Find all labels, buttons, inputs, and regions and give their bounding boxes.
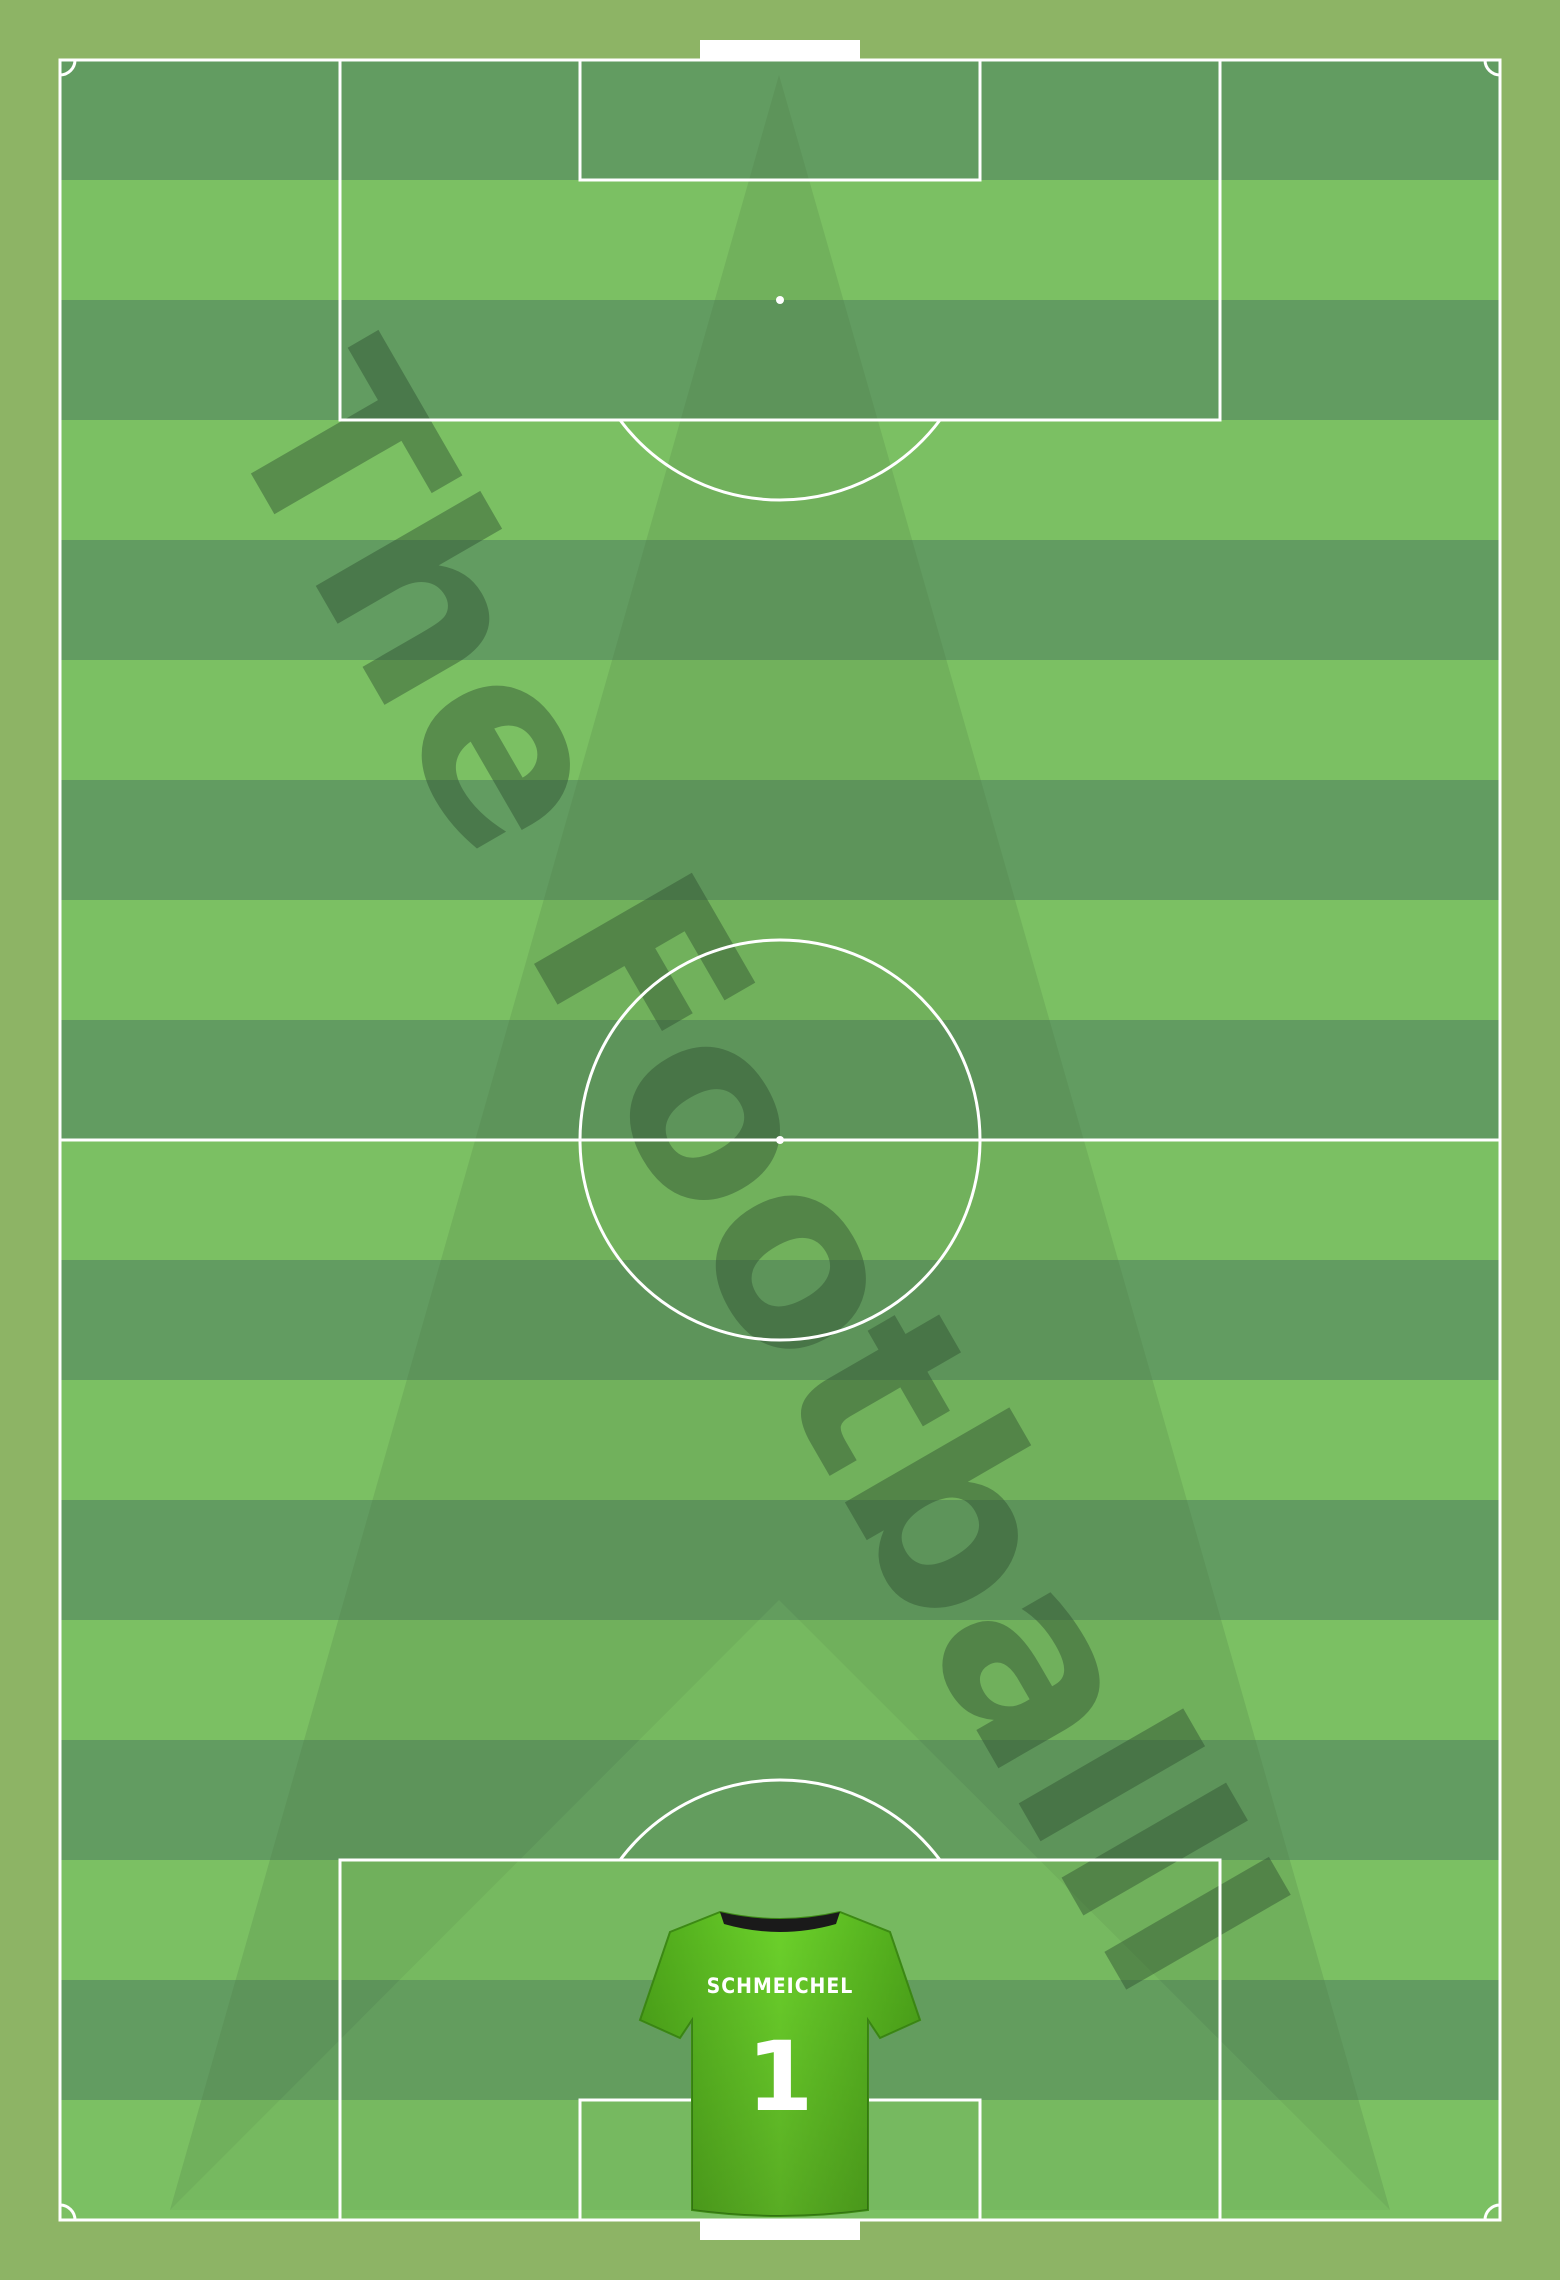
player-number: 1 [747, 2021, 814, 2133]
pitch-stripe [60, 780, 1500, 901]
pitch-stripe [60, 60, 1500, 181]
pitch-stripe [60, 1500, 1500, 1621]
pitch-stripe [60, 1380, 1500, 1501]
pitch-stripes [60, 60, 1500, 2221]
center-spot [776, 1136, 784, 1144]
watermark-triangle-notch [170, 1600, 1390, 2210]
pitch-stripe [60, 1020, 1500, 1141]
corner-arc-top-left [59, 59, 77, 77]
player-goalkeeper[interactable]: SCHMEICHEL 1 [638, 1910, 922, 2217]
bottom-penalty-arc [618, 1778, 942, 1861]
top-goal [700, 40, 860, 60]
player-name: SCHMEICHEL [707, 1974, 854, 1998]
pitch-stripe [60, 180, 1500, 301]
top-penalty-arc [618, 419, 942, 502]
pitch-stripe [60, 1620, 1500, 1741]
pitch-stripe [60, 1140, 1500, 1261]
pitch-stripe [60, 900, 1500, 1021]
pitch-stripe [60, 540, 1500, 661]
jersey-shading [640, 1912, 920, 2216]
pitch-stripe [60, 1740, 1500, 1861]
pitch-stripe [60, 1260, 1500, 1381]
pitch-stripe [60, 300, 1500, 421]
corner-arc-top-right [1483, 59, 1501, 77]
pitch-stripe [60, 660, 1500, 781]
corner-arc-bottom-right [1483, 2203, 1501, 2221]
jersey-collar [720, 1912, 840, 1932]
bottom-goal [700, 2220, 860, 2240]
top-penalty-spot [776, 296, 784, 304]
pitch-stripe [60, 420, 1500, 541]
center-circle [578, 938, 982, 1342]
corner-arc-bottom-left [59, 2203, 77, 2221]
